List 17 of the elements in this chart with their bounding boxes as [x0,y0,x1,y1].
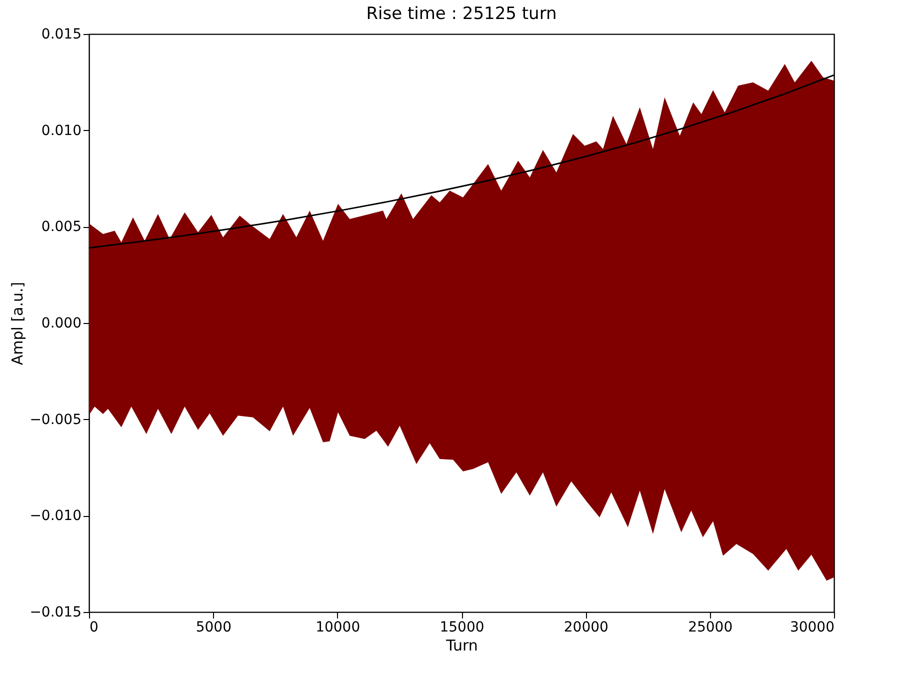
y-tick-label: 0.000 [41,316,82,332]
y-tick-label: 0.010 [41,122,82,139]
y-tick-label: 0.005 [41,219,82,236]
x-tick-label: 20000 [564,620,608,636]
x-tick-label: 0 [90,620,98,636]
x-tick-label: 30000 [790,620,834,636]
chart-title: Rise time : 25125 turn [366,4,557,24]
y-tick-label: 0.015 [41,26,82,42]
y-tick-label: −0.015 [30,604,82,620]
x-axis-title: Turn [445,636,478,654]
y-tick-label: −0.010 [30,508,82,524]
x-tick-label: 10000 [316,620,360,636]
y-tick-label: −0.005 [30,412,82,428]
x-tick-label: 15000 [440,620,484,636]
y-axis-title: Ampl [a.u.] [8,282,27,366]
x-tick-label: 25000 [688,620,733,636]
x-tick-label: 5000 [196,620,232,636]
